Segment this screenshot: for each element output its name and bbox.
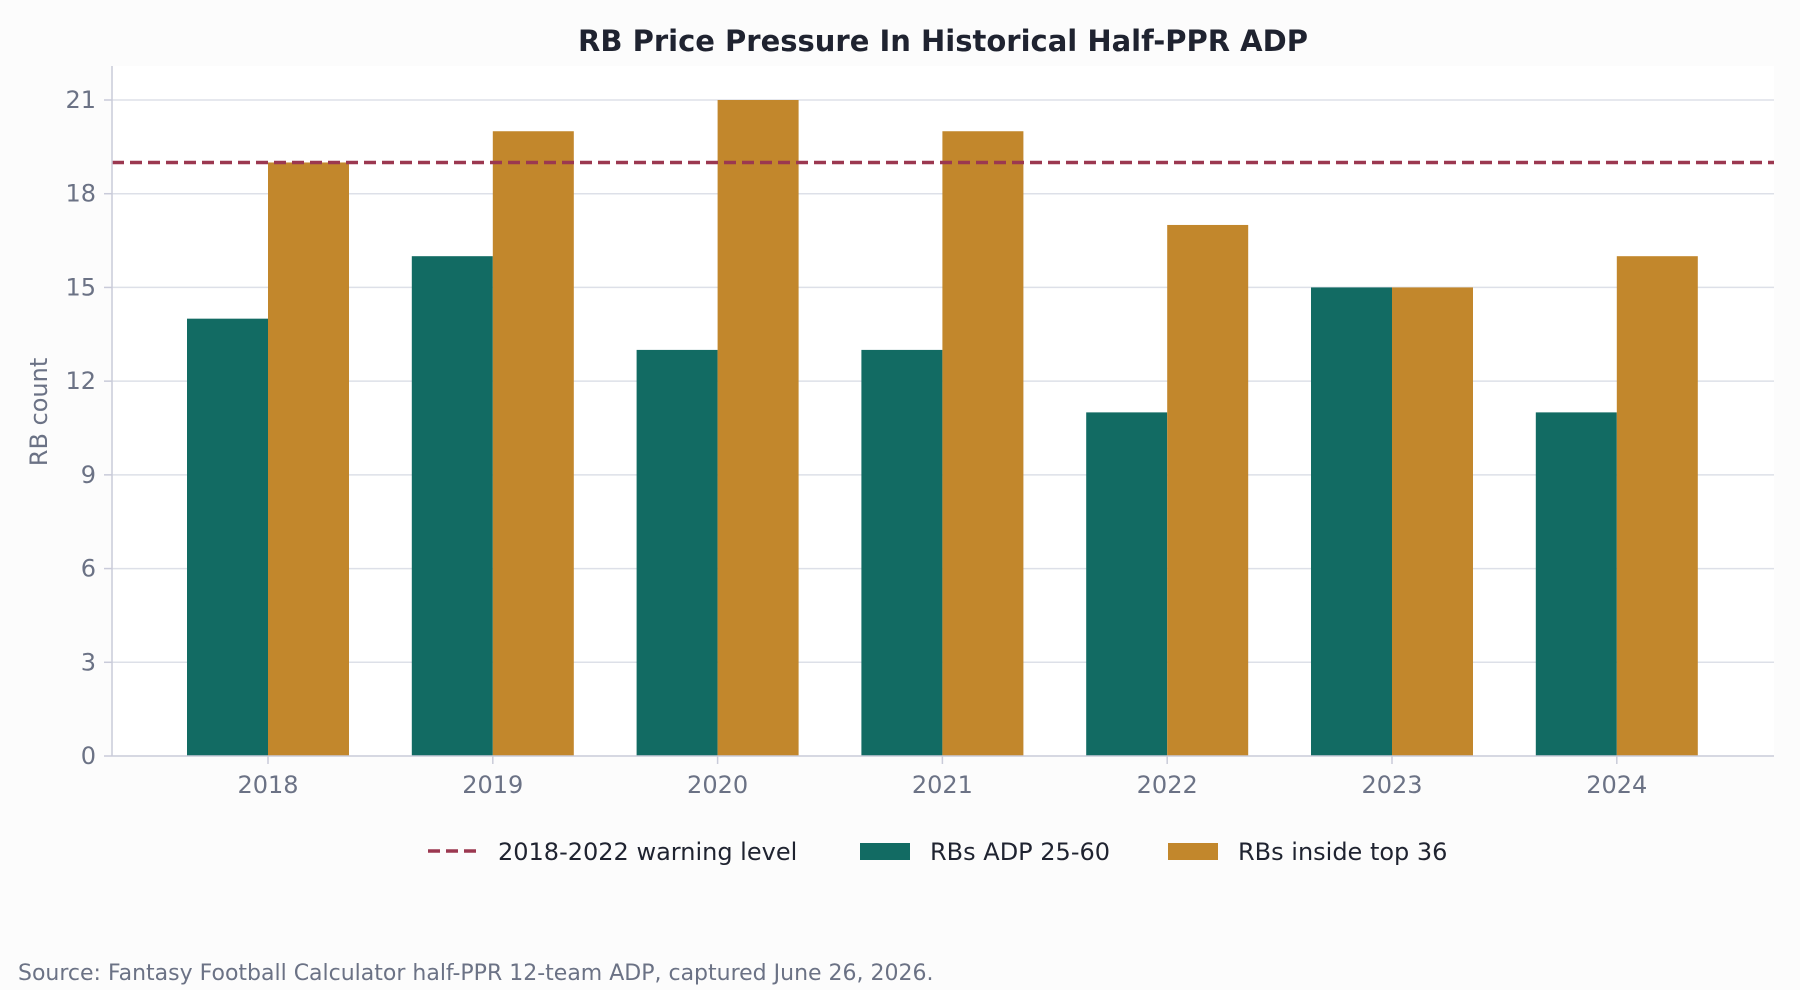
legend-label-reference: 2018-2022 warning level — [498, 838, 797, 866]
bar-rbs-adp-25-60-2019 — [411, 256, 493, 756]
y-tick-label: 9 — [81, 461, 96, 489]
chart-title: RB Price Pressure In Historical Half-PPR… — [578, 24, 1308, 58]
bar-rbs-inside-top-36-2019 — [492, 131, 574, 756]
bar-rbs-inside-top-36-2018 — [268, 162, 349, 756]
source-note: Source: Fantasy Football Calculator half… — [18, 961, 934, 986]
x-tick-label-2019: 2019 — [462, 771, 523, 799]
bar-rbs-adp-25-60-2022 — [1086, 412, 1168, 756]
bar-rbs-adp-25-60-2024 — [1535, 412, 1617, 756]
y-tick-label: 18 — [65, 180, 96, 208]
legend-swatch-rbs-adp-25-60 — [860, 843, 910, 860]
x-tick-label-2023: 2023 — [1361, 771, 1422, 799]
y-tick-label: 0 — [81, 742, 96, 770]
legend-swatch-rbs-inside-top-36 — [1168, 843, 1218, 860]
bars — [187, 100, 1698, 756]
y-tick-label: 21 — [65, 86, 96, 114]
bar-rbs-adp-25-60-2021 — [861, 349, 943, 756]
bar-rbs-inside-top-36-2024 — [1616, 256, 1698, 756]
tick-labels: 0 3 6 9 12 15 18 21 2018 2019 2020 2021 2022 2023 2024 — [65, 86, 1647, 799]
x-tick-label-2018: 2018 — [237, 771, 298, 799]
axes — [104, 66, 1774, 764]
legend-label-rbs-inside-top-36: RBs inside top 36 — [1238, 838, 1447, 866]
bar-rbs-inside-top-36-2020 — [717, 100, 799, 756]
bar-rbs-inside-top-36-2022 — [1167, 224, 1249, 756]
bar-rbs-inside-top-36-2021 — [942, 131, 1024, 756]
y-axis-label: RB count — [25, 358, 53, 466]
x-tick-label-2022: 2022 — [1137, 771, 1198, 799]
y-tick-label: 6 — [81, 555, 96, 583]
legend: 2018-2022 warning level RBs ADP 25-60 RB… — [428, 838, 1447, 866]
x-tick-label-2020: 2020 — [687, 771, 748, 799]
y-tick-label: 12 — [65, 367, 96, 395]
legend-label-rbs-adp-25-60: RBs ADP 25-60 — [930, 838, 1110, 866]
bar-rbs-adp-25-60-2023 — [1311, 287, 1392, 756]
x-tick-label-2024: 2024 — [1586, 771, 1647, 799]
y-tick-label: 15 — [65, 273, 96, 301]
bar-rbs-adp-25-60-2020 — [636, 349, 718, 756]
bar-rbs-inside-top-36-2023 — [1392, 287, 1473, 756]
y-tick-label: 3 — [81, 648, 96, 676]
x-tick-label-2021: 2021 — [912, 771, 973, 799]
bar-rbs-adp-25-60-2018 — [187, 318, 268, 756]
